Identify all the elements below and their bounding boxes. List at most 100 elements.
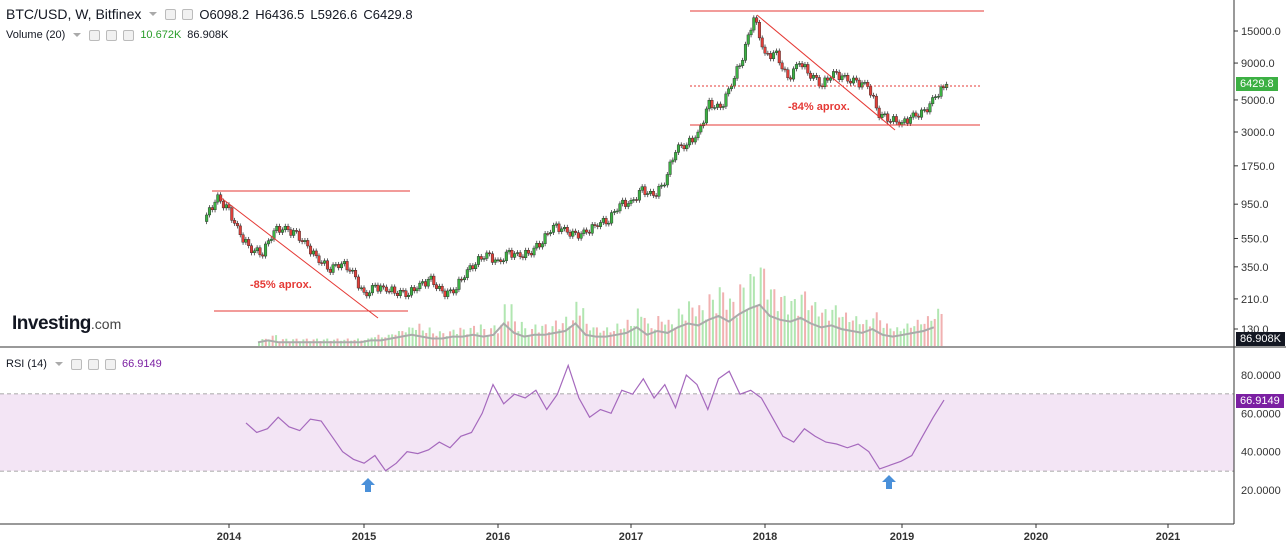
candle <box>610 212 614 224</box>
candle <box>599 222 603 227</box>
candle <box>468 265 472 270</box>
candle <box>928 103 932 113</box>
candle <box>713 107 717 109</box>
volume-bar <box>923 323 926 346</box>
candle <box>780 62 784 70</box>
volume-bar <box>367 338 370 346</box>
candle <box>390 286 394 292</box>
arrow-markers <box>361 475 896 492</box>
candle <box>423 281 427 287</box>
volume-bar <box>715 313 718 346</box>
candle <box>743 43 747 61</box>
volume-bar <box>384 337 387 346</box>
candle <box>224 204 228 209</box>
candle <box>618 203 622 212</box>
candle <box>382 285 386 288</box>
volume-bar <box>350 340 353 346</box>
volume-bar <box>360 340 363 346</box>
close-icon[interactable] <box>123 29 135 41</box>
chevron-down-icon[interactable] <box>149 12 158 16</box>
candle <box>663 184 667 187</box>
y-tick-label: 9000.0 <box>1241 58 1275 70</box>
candle <box>843 75 847 77</box>
visibility-icon[interactable] <box>70 358 82 370</box>
candle <box>596 225 600 227</box>
candle <box>557 223 561 232</box>
volume-bar <box>933 318 936 346</box>
candle <box>846 75 850 82</box>
candle <box>309 245 313 255</box>
volume-bar <box>793 299 796 346</box>
y-tick-label: 15000.0 <box>1241 26 1281 38</box>
candle <box>601 218 605 223</box>
x-tick-label: 2018 <box>753 531 777 543</box>
candle <box>635 199 639 201</box>
candle <box>269 238 273 241</box>
candle <box>479 256 483 260</box>
candle <box>657 186 661 197</box>
candle <box>407 294 411 297</box>
candle <box>897 121 901 126</box>
candle <box>426 279 430 287</box>
volume-bar <box>711 299 714 346</box>
volume-bar <box>804 291 807 346</box>
candle <box>340 263 344 269</box>
candle <box>690 137 694 143</box>
investing-logo: Investing.com <box>12 313 122 334</box>
candle <box>660 184 664 187</box>
settings-icon[interactable] <box>87 358 99 370</box>
candle <box>563 227 567 230</box>
candle <box>640 186 644 191</box>
x-tick-label: 2017 <box>619 531 643 543</box>
candle <box>393 286 397 294</box>
candle <box>297 230 301 241</box>
candle <box>766 52 770 55</box>
visibility-icon[interactable] <box>89 29 101 41</box>
chevron-down-icon[interactable] <box>54 362 63 366</box>
volume-bar <box>903 328 906 346</box>
candle <box>891 116 895 122</box>
candle <box>221 200 225 209</box>
close-icon[interactable] <box>104 358 116 370</box>
volume-bar <box>500 324 503 346</box>
candle <box>521 256 525 258</box>
candle <box>800 63 804 68</box>
volume-bar <box>769 289 772 346</box>
candle <box>797 63 801 65</box>
candle <box>632 199 636 201</box>
volume-bar <box>571 320 574 346</box>
candle <box>238 225 242 236</box>
candle <box>488 252 492 255</box>
candle <box>490 253 494 263</box>
candle <box>757 22 761 39</box>
candle <box>485 252 489 259</box>
volume-bar <box>937 308 940 346</box>
candle <box>772 52 776 59</box>
candle <box>716 103 720 108</box>
candle <box>460 278 464 281</box>
candle <box>289 229 293 236</box>
settings-icon[interactable] <box>106 29 118 41</box>
candle <box>877 107 881 118</box>
volume-bar <box>394 334 397 346</box>
volume-bar <box>882 327 885 346</box>
volume-bar <box>428 327 431 346</box>
volume-bar <box>670 324 673 346</box>
volume-bar <box>548 332 551 346</box>
hide-icon[interactable] <box>182 8 194 20</box>
candle <box>264 243 268 257</box>
chevron-down-icon[interactable] <box>73 33 82 37</box>
candle <box>384 286 388 292</box>
volume-bar <box>421 330 424 346</box>
volume-bar <box>889 328 892 346</box>
candle <box>863 82 867 84</box>
settings-icon[interactable] <box>165 8 177 20</box>
volume-bar <box>681 314 684 346</box>
volume-tag: 86.908K <box>1236 332 1285 346</box>
volume-bar <box>568 326 571 346</box>
candle <box>763 46 767 54</box>
candle <box>331 264 335 273</box>
candle <box>465 269 469 278</box>
candle <box>908 117 912 124</box>
